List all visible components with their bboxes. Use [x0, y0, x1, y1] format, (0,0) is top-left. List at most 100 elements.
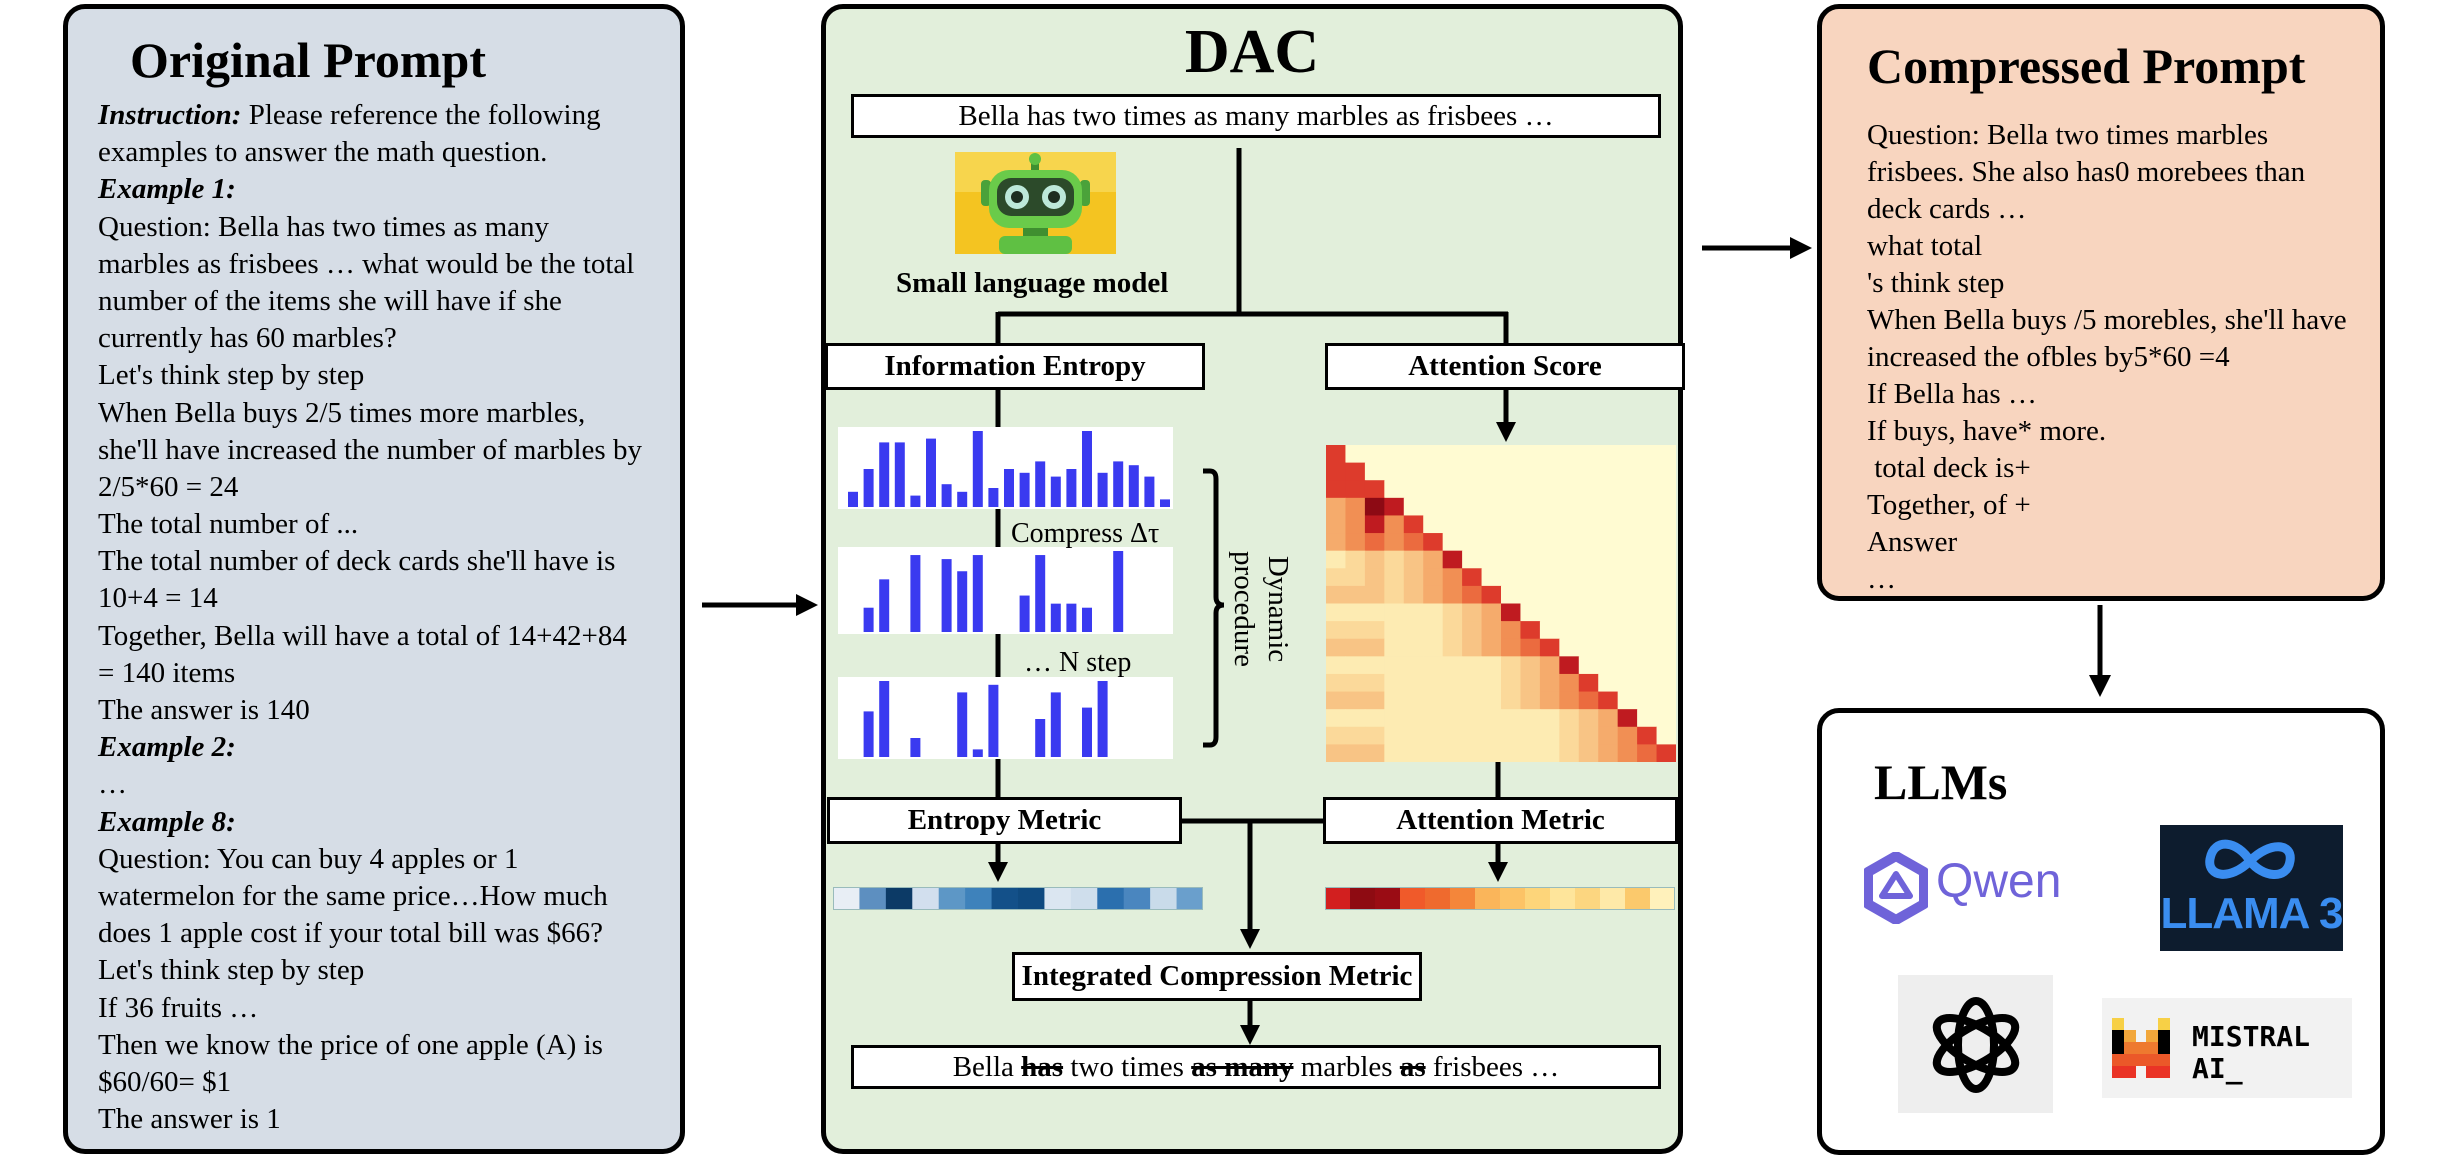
- heatmap-cell: [1656, 673, 1676, 693]
- heatmap-cell: [1403, 638, 1424, 657]
- metric-cell: [1650, 887, 1675, 910]
- heatmap-cell: [1539, 497, 1560, 516]
- heatmap-cell: [1520, 533, 1541, 552]
- heatmap-cell: [1345, 497, 1366, 516]
- metric-cell: [1425, 887, 1451, 910]
- heatmap-cell: [1520, 726, 1541, 745]
- heatmap-cell: [1520, 462, 1541, 481]
- heatmap-cell: [1384, 568, 1405, 587]
- heatmap-cell: [1637, 691, 1658, 710]
- heatmap-cell: [1384, 550, 1405, 569]
- heatmap-cell: [1442, 462, 1463, 481]
- heatmap-cell: [1326, 515, 1346, 534]
- heatmap-cell: [1539, 585, 1560, 604]
- compressed-line: Answer: [1867, 526, 1958, 558]
- heatmap-cell: [1637, 709, 1658, 728]
- heatmap-cell: [1403, 673, 1424, 693]
- heatmap-cell: [1326, 603, 1346, 622]
- prompt-line: 2/5*60 = 24: [98, 470, 239, 503]
- heatmap-cell: [1364, 726, 1385, 745]
- heatmap-cell: [1403, 656, 1424, 675]
- heatmap-cell: [1364, 744, 1385, 762]
- heatmap-cell: [1326, 533, 1346, 552]
- heatmap-cell: [1345, 462, 1366, 481]
- heatmap-cell: [1539, 550, 1560, 569]
- heatmap-cell: [1326, 585, 1346, 604]
- entropy-bar: [848, 491, 858, 507]
- entropy-bar: [988, 488, 999, 507]
- heatmap-cell: [1345, 638, 1366, 657]
- heatmap-cell: [1637, 497, 1658, 516]
- entropy-bar: [1113, 551, 1124, 632]
- entropy-bar: [1050, 476, 1061, 507]
- heatmap-cell: [1364, 515, 1385, 534]
- heatmap-cell: [1559, 603, 1580, 622]
- metric-cell: [1500, 887, 1526, 910]
- instruction-text: Please reference the following: [241, 99, 601, 131]
- arrow-dac-to-compressed: [1702, 237, 1812, 259]
- compressed-line: frisbees. She also has0 morebees than: [1867, 156, 2306, 188]
- metric-cell: [859, 887, 887, 910]
- integrated-compression-metric-box: Integrated Compression Metric: [1012, 952, 1422, 1001]
- heatmap-cell: [1501, 445, 1521, 464]
- original-prompt-title: Original Prompt: [130, 32, 487, 88]
- heatmap-cell: [1501, 515, 1521, 534]
- heatmap-cell: [1481, 691, 1502, 710]
- heatmap-cell: [1559, 497, 1580, 516]
- heatmap-cell: [1539, 480, 1560, 499]
- n-step-label: … N step: [1024, 647, 1132, 678]
- heatmap-cell: [1442, 515, 1463, 534]
- heatmap-cell: [1598, 568, 1619, 587]
- heatmap-cell: [1442, 656, 1463, 675]
- heatmap-cell: [1384, 533, 1405, 552]
- compressed-line: total deck is+: [1867, 452, 2031, 484]
- output-word: frisbees …: [1425, 1050, 1560, 1083]
- heatmap-cell: [1423, 533, 1444, 552]
- heatmap-cell: [1442, 533, 1463, 552]
- heatmap-cell: [1520, 621, 1541, 640]
- entropy-bar: [1082, 707, 1092, 757]
- heatmap-cell: [1345, 533, 1366, 552]
- heatmap-cell: [1345, 621, 1366, 640]
- metric-cell: [1044, 887, 1072, 910]
- heatmap-cell: [1617, 603, 1638, 622]
- heatmap-cell: [1578, 656, 1599, 675]
- compressed-line: If buys, have* more.: [1867, 415, 2107, 447]
- prompt-line: marbles as frisbees … what would be the …: [98, 247, 635, 280]
- prompt-line: When Bella buys 2/5 times more marbles,: [98, 396, 586, 429]
- heatmap-cell: [1403, 533, 1424, 552]
- heatmap-cell: [1617, 480, 1638, 499]
- example-heading: Example 1:: [98, 173, 236, 206]
- heatmap-cell: [1345, 726, 1366, 745]
- heatmap-cell: [1501, 497, 1521, 516]
- metric-cell: [1097, 887, 1125, 910]
- prompt-line: does 1 apple cost if your total bill was…: [98, 917, 603, 950]
- heatmap-cell: [1403, 585, 1424, 604]
- metric-cell: [1400, 887, 1426, 910]
- removed-word: has: [1021, 1050, 1064, 1083]
- heatmap-cell: [1559, 585, 1580, 604]
- heatmap-cell: [1656, 585, 1676, 604]
- compressed-line: When Bella buys /5 morebles, she'll have: [1867, 304, 2347, 336]
- heatmap-cell: [1598, 515, 1619, 534]
- heatmap-cell: [1326, 621, 1346, 640]
- heatmap-cell: [1598, 603, 1619, 622]
- heatmap-cell: [1345, 480, 1366, 499]
- heatmap-cell: [1423, 603, 1444, 622]
- heatmap-cell: [1598, 585, 1619, 604]
- heatmap-cell: [1598, 462, 1619, 481]
- prompt-line: Question: You can buy 4 apples or 1: [98, 842, 519, 875]
- heatmap-cell: [1656, 462, 1676, 481]
- metric-cell: [1475, 887, 1501, 910]
- metric-cell: [991, 887, 1019, 910]
- metric-cell: [1450, 887, 1476, 910]
- heatmap-cell: [1364, 568, 1385, 587]
- heatmap-cell: [1617, 462, 1638, 481]
- prompt-line: Let's think step by step: [98, 954, 365, 987]
- heatmap-cell: [1403, 515, 1424, 534]
- entropy-bars-final: [838, 677, 1173, 759]
- heatmap-cell: [1481, 480, 1502, 499]
- heatmap-cell: [1462, 445, 1483, 464]
- heatmap-cell: [1617, 726, 1638, 745]
- entropy-bar: [957, 491, 968, 507]
